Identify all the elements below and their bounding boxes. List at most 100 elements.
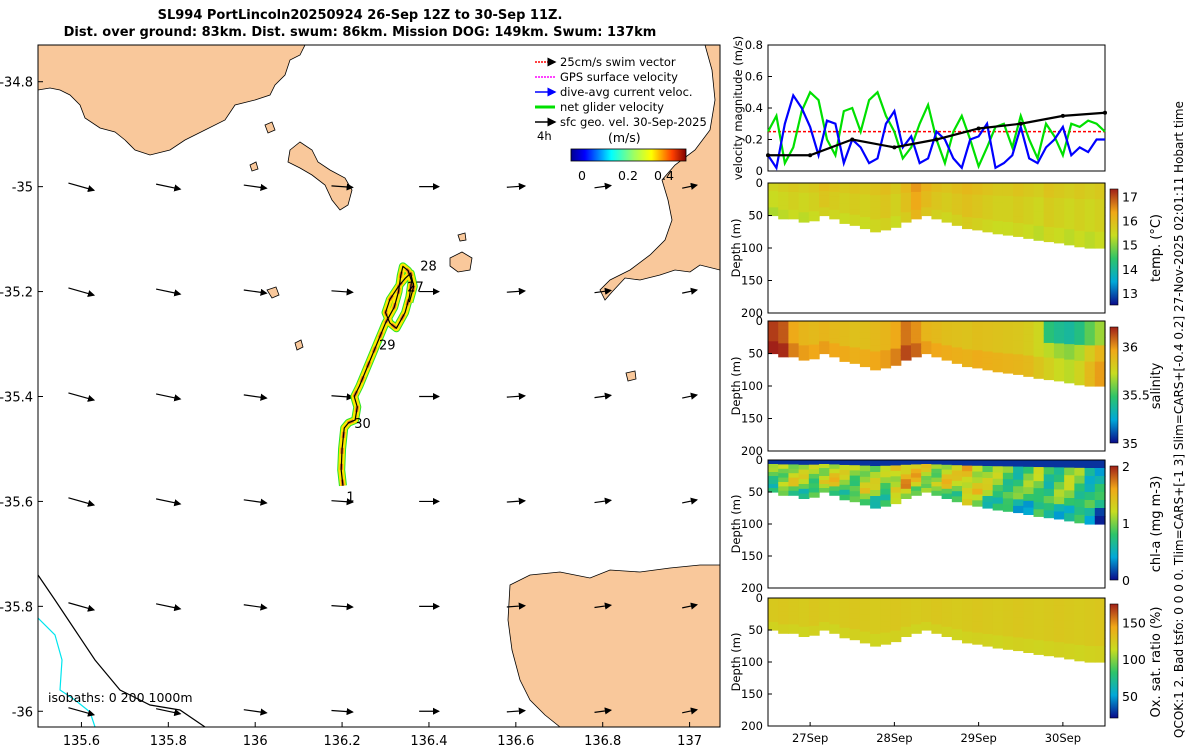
section-cell (931, 606, 943, 612)
section-cell (890, 221, 902, 228)
section-cell (1013, 321, 1024, 329)
section-cell (1013, 486, 1024, 494)
section-cell (880, 356, 892, 363)
section-cell (1002, 498, 1014, 506)
section-cell (870, 634, 881, 641)
section-cell (1074, 460, 1086, 469)
section-cell (778, 209, 790, 215)
section-cell (910, 464, 922, 470)
section-cell (941, 321, 953, 327)
section-cell (849, 326, 861, 333)
section-cell (900, 321, 912, 327)
map-ytick-label: -35.6 (0, 495, 33, 510)
section-cell (962, 188, 973, 195)
section-cell (819, 622, 830, 627)
section-cell (910, 329, 922, 336)
geo-vector-arrow (506, 707, 527, 715)
section-cell (931, 200, 943, 206)
section-cell (1023, 480, 1035, 488)
section-cell (890, 332, 902, 339)
section-cell (839, 484, 851, 491)
section-cell (829, 321, 841, 327)
section-cell (1013, 473, 1024, 481)
section-cell (1002, 347, 1014, 355)
section-cell (870, 333, 881, 340)
section-cell (829, 329, 841, 336)
section-cell (829, 338, 841, 344)
geo-vector-arrow (243, 288, 268, 296)
section-cell (1074, 645, 1086, 654)
section-cell (1023, 231, 1035, 239)
section-cell (849, 475, 861, 482)
section-cell (1064, 490, 1075, 499)
section-cell (1094, 337, 1106, 346)
section-cell (1053, 627, 1065, 636)
section-cell (849, 204, 861, 211)
section-cell (1074, 376, 1086, 386)
section-cell (1043, 503, 1055, 511)
section-cell (870, 478, 881, 485)
section-cell (880, 223, 892, 231)
section-cell (890, 205, 902, 212)
section-cell (1023, 203, 1035, 212)
section-cell (849, 188, 861, 195)
section-cell (870, 484, 881, 491)
geo-vector-arrow (506, 182, 527, 191)
section-cell (941, 197, 953, 204)
section-cell (788, 477, 800, 483)
section-cell (941, 622, 953, 628)
section-cell (1043, 488, 1055, 497)
section-cell (798, 335, 810, 342)
section-cell (768, 480, 779, 485)
section-cell (1033, 509, 1045, 517)
section-cell (1043, 364, 1055, 373)
section-cell (849, 209, 861, 216)
section-cell (788, 187, 800, 193)
section-cell (1084, 329, 1096, 338)
speed-colorbar: (m/s) 0 0.2 0.4 (570, 130, 687, 183)
section-cell (1013, 196, 1024, 204)
section-cell (1094, 207, 1106, 217)
velocity-ytick-label: 0.8 (745, 38, 763, 52)
land-island-7 (264, 121, 276, 134)
day-labels: 1 27 28 29 30 (346, 260, 436, 506)
section-cell (1064, 467, 1075, 476)
section-cell (849, 219, 861, 226)
section-cell (839, 341, 851, 347)
section-cell (1023, 217, 1035, 226)
section-cell (1053, 183, 1065, 192)
section-cell (972, 194, 984, 202)
section-cell (849, 198, 861, 205)
section-cell (778, 602, 790, 608)
section-cell (951, 603, 963, 609)
section-cell (972, 471, 984, 478)
section-cell (1053, 460, 1065, 468)
section-cell (798, 217, 810, 223)
section-cell (1094, 361, 1106, 371)
section-cell (941, 350, 953, 356)
section-cell (859, 343, 871, 351)
time-xtick-label: 27Sep (792, 731, 828, 745)
section-cell (1033, 502, 1045, 510)
section-cell (880, 200, 892, 207)
section-ylabel: Depth (m) (729, 633, 743, 692)
section-colorbar-tick: 16 (1122, 213, 1138, 228)
section-cell (890, 636, 902, 643)
section-cell (1043, 204, 1055, 213)
section-cell (900, 330, 912, 337)
section-cell (1043, 481, 1055, 490)
section-cell (910, 624, 922, 630)
section-cell (921, 183, 932, 188)
geo-vector-arrow (68, 497, 96, 507)
section-cell (951, 598, 963, 604)
section-cell (778, 468, 790, 474)
geo-vector-arrow (682, 287, 699, 295)
section-cell (829, 214, 841, 220)
section-cell (819, 606, 830, 611)
map-xtick-label: 136.4 (410, 734, 447, 749)
section-cell (808, 478, 820, 484)
section-cell (839, 321, 851, 327)
section-cell (931, 209, 943, 215)
map-frame (37, 44, 721, 728)
